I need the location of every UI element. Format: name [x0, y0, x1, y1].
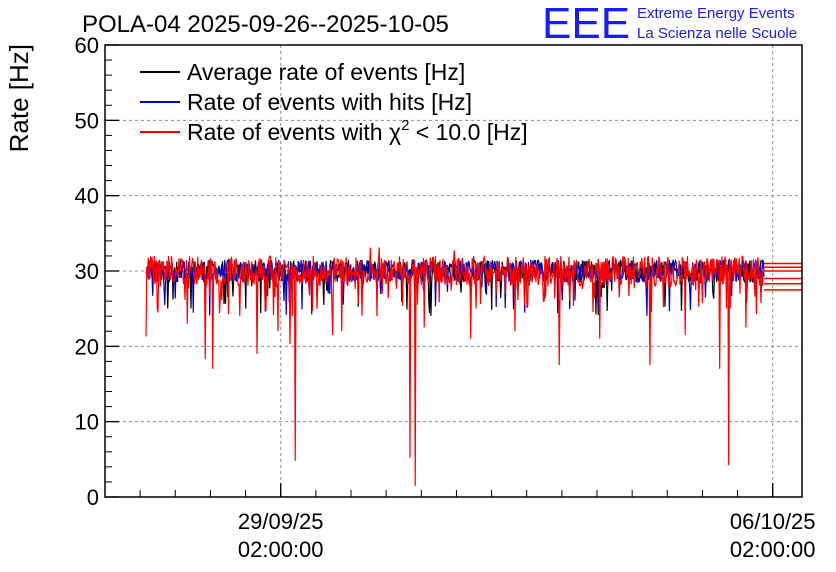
y-tick-label: 10 [75, 410, 99, 435]
legend-label: Rate of events with hits [Hz] [187, 89, 472, 115]
legend-label: Rate of events with χ2 < 10.0 [Hz] [187, 117, 528, 145]
eee-logo-letters: EEE [542, 0, 630, 48]
y-tick-label: 30 [75, 259, 99, 284]
y-tick-label: 40 [75, 184, 99, 209]
x-tick-time: 02:00:00 [730, 537, 816, 562]
y-tick-label: 60 [75, 33, 99, 58]
legend: Average rate of events [Hz] Rate of event… [140, 59, 528, 145]
series-line [145, 247, 765, 486]
legend-label: Average rate of events [Hz] [187, 59, 465, 85]
x-tick-time: 02:00:00 [238, 537, 324, 562]
eee-logo: EEE Extreme Energy Events La Scienza nel… [542, 0, 797, 48]
plot-frame [104, 44, 803, 498]
series-layer [145, 247, 802, 486]
eee-logo-line1: Extreme Energy Events [637, 5, 795, 22]
y-tick-label: 50 [75, 108, 99, 133]
y-axis-label: Rate [Hz] [4, 44, 34, 152]
eee-logo-line2: La Scienza nelle Scuole [637, 25, 797, 42]
y-tick-label: 20 [75, 334, 99, 359]
y-tick-label: 0 [87, 485, 99, 510]
chart-title: POLA-04 2025-09-26--2025-10-05 [82, 11, 449, 38]
x-tick-date: 29/09/25 [238, 509, 324, 534]
axes: 0 10 20 30 40 50 60 29/09/25 02:00:00 06/10/25 02:… [75, 33, 816, 562]
x-tick-date: 06/10/25 [730, 509, 816, 534]
